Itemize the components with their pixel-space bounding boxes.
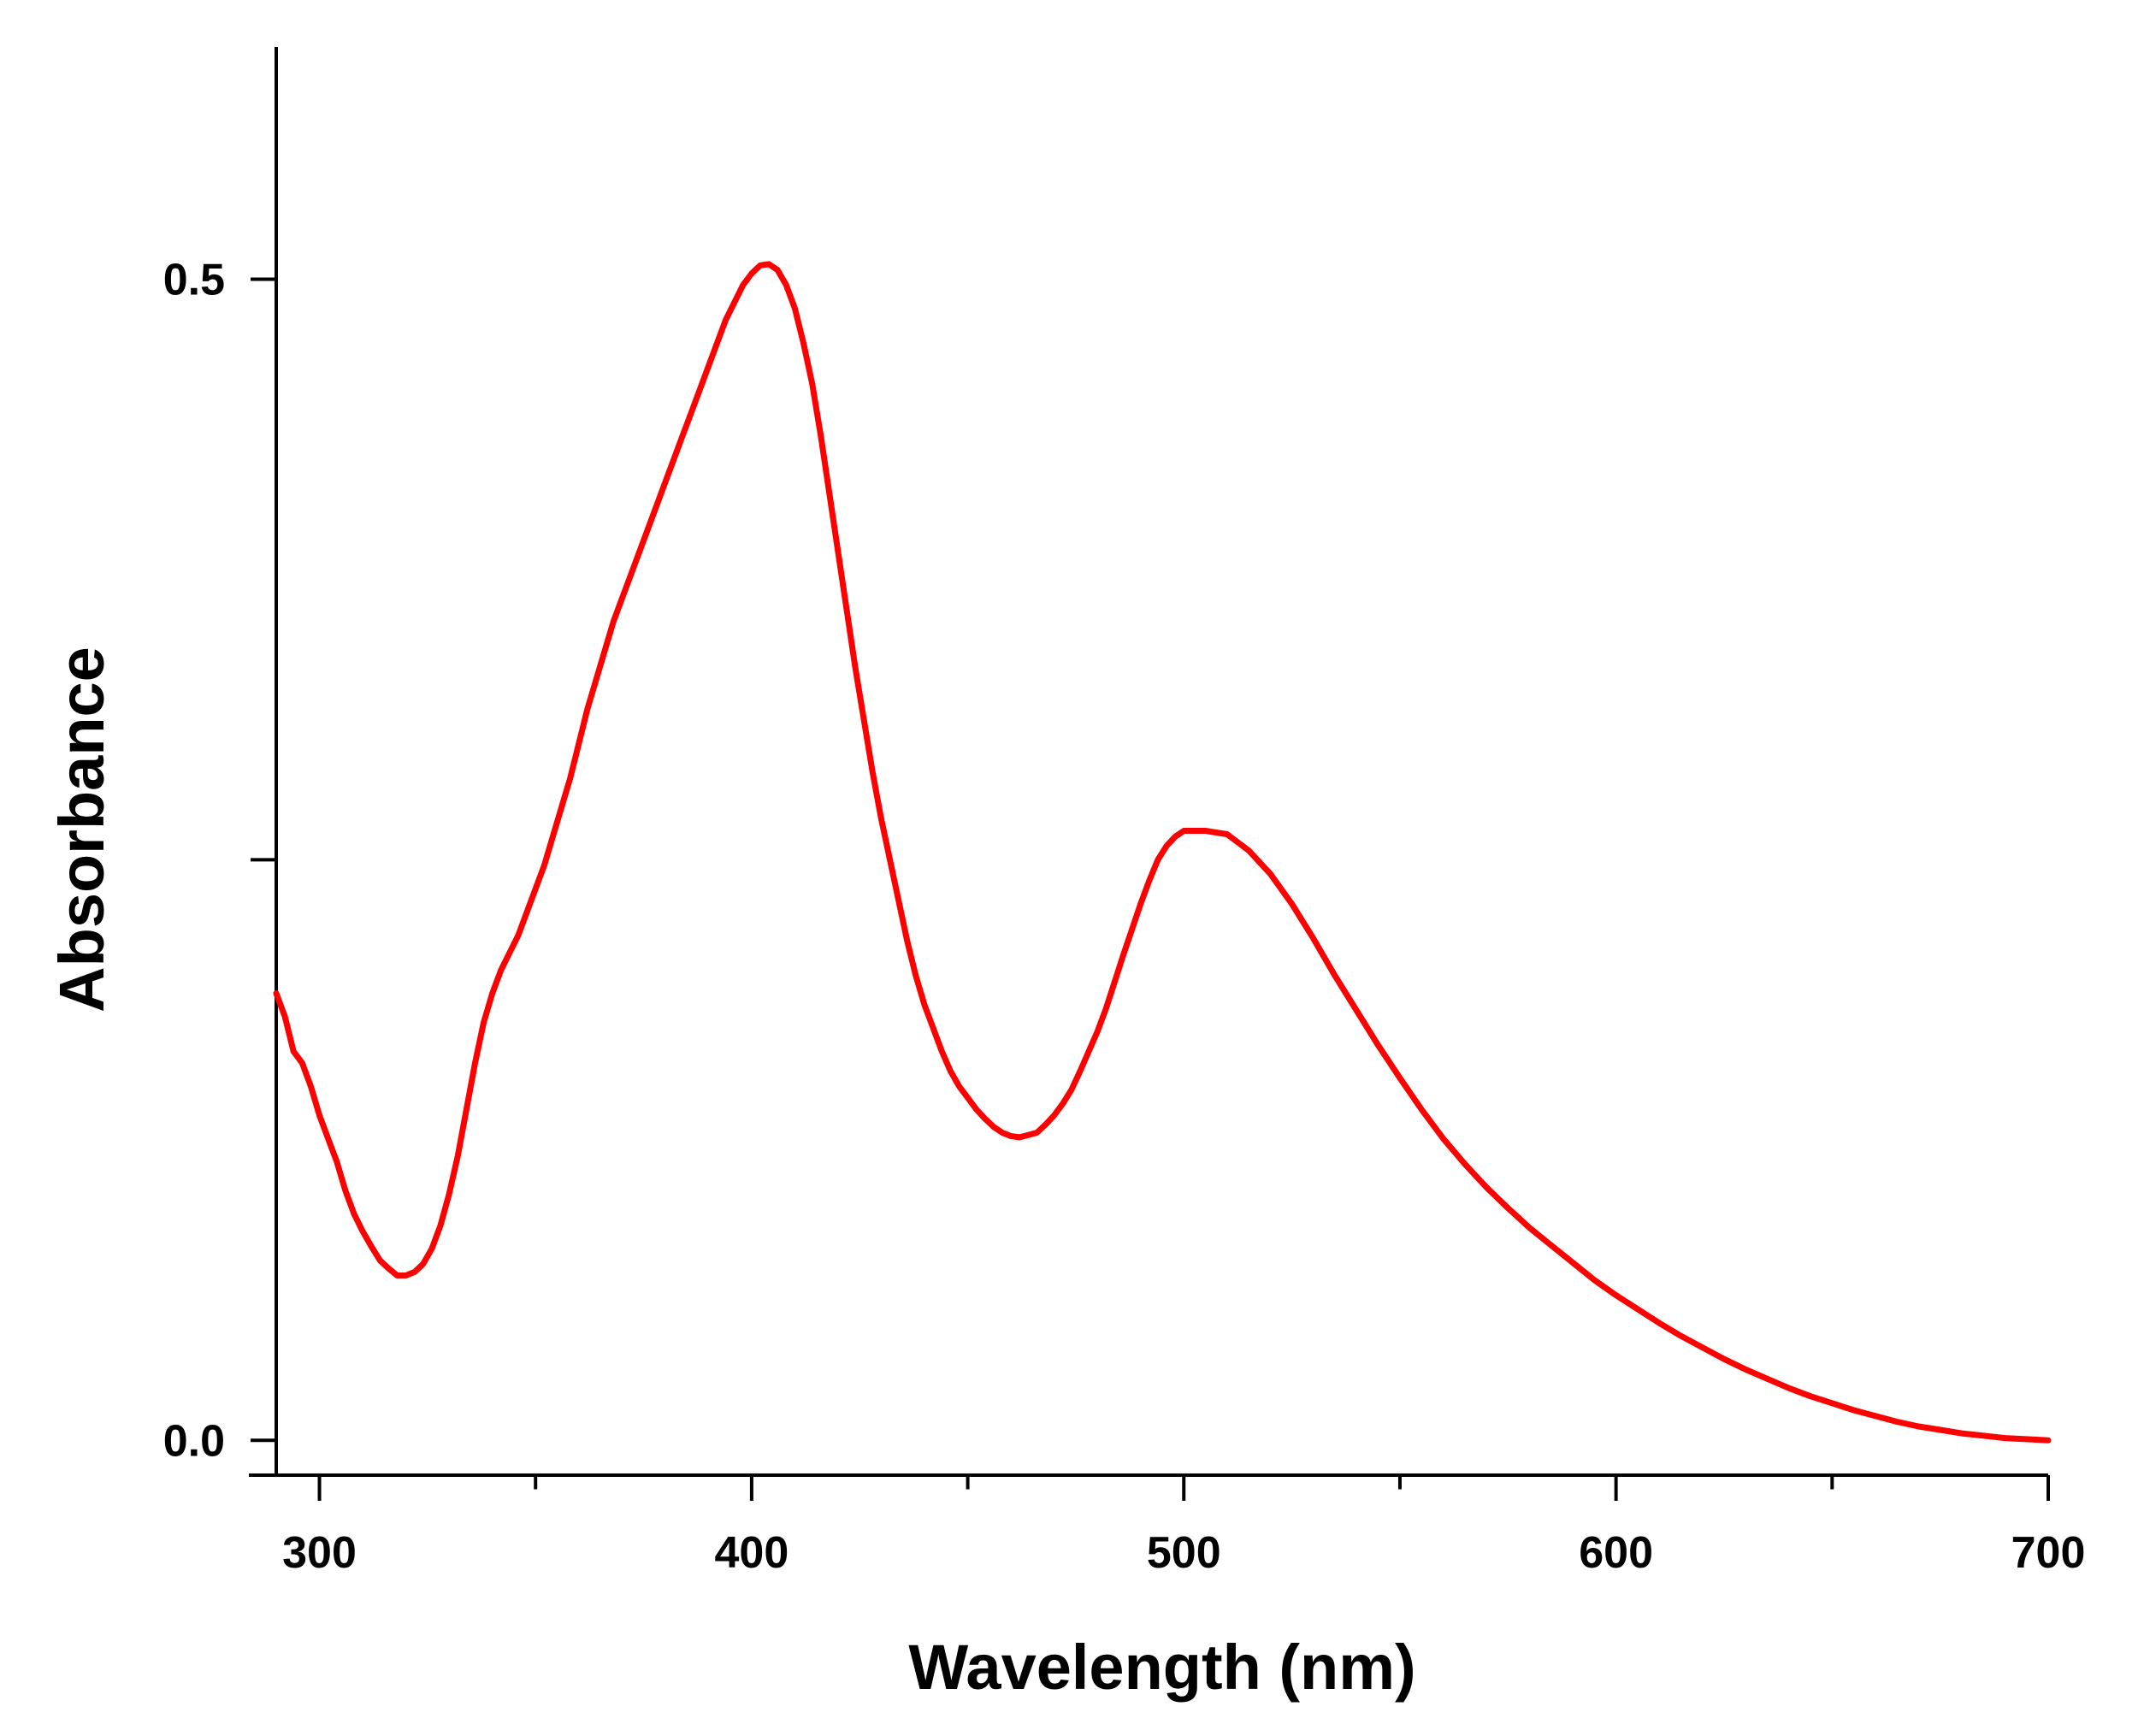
- x-tick-label-600: 600: [1579, 1528, 1653, 1578]
- y-tick-label-1: 0.5: [163, 256, 225, 305]
- x-tick-label-300: 300: [282, 1528, 357, 1578]
- series: [273, 261, 2052, 1444]
- ticks: [251, 277, 2050, 1501]
- series-line-0: [273, 261, 2052, 1444]
- tick-labels: 300 400 500 600 700 0.0 0.5: [163, 256, 2086, 1578]
- axes: [249, 47, 2048, 1477]
- x-axis-title: Wavelength (nm): [908, 1632, 1415, 1703]
- x-tick-label-400: 400: [715, 1528, 789, 1578]
- y-tick-label-0: 0.0: [163, 1416, 225, 1466]
- y-axis-title: Absorbance: [46, 647, 117, 1013]
- x-tick-label-700: 700: [2011, 1528, 2086, 1578]
- x-tick-label-500: 500: [1147, 1528, 1221, 1578]
